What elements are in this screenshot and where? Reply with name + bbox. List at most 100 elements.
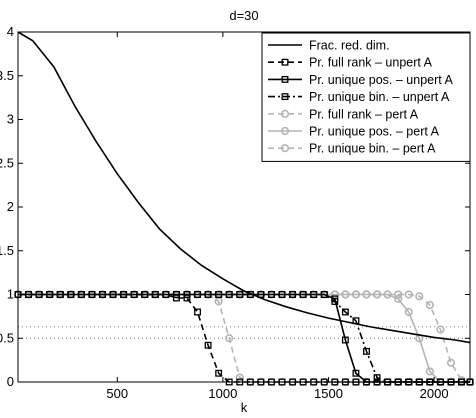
y-tick-label: 2 xyxy=(7,199,14,214)
legend-item: Pr. full rank – unpert A xyxy=(268,56,433,70)
data-point xyxy=(172,291,180,298)
legend-label: Pr. unique pos. – unpert A xyxy=(309,73,454,87)
data-point xyxy=(46,291,54,298)
data-point xyxy=(310,291,318,298)
y-tick-label: 1.5 xyxy=(0,243,14,258)
data-point xyxy=(56,291,64,298)
data-point xyxy=(373,374,381,382)
data-point xyxy=(289,291,297,298)
data-point xyxy=(425,300,434,310)
series-line xyxy=(18,293,470,383)
y-axis: 0 0.5 1 1.5 2 2.5 3 3.5 4 xyxy=(0,24,470,389)
data-point xyxy=(109,291,117,298)
data-point xyxy=(236,291,244,298)
reference-lines xyxy=(18,326,470,339)
legend-marker xyxy=(281,93,289,101)
data-point xyxy=(352,369,360,377)
data-point xyxy=(120,291,128,298)
legend-label: Pr. unique bin. – pert A xyxy=(309,142,436,156)
y-tick-label: 3 xyxy=(7,112,14,127)
data-point xyxy=(225,334,234,343)
legend-marker xyxy=(281,58,289,66)
x-tick-label: 1000 xyxy=(208,386,237,401)
legend-label: Pr. unique pos. – pert A xyxy=(309,125,440,139)
x-tick-label: 1500 xyxy=(314,386,343,401)
data-point xyxy=(225,291,233,298)
y-tick-label: 2.5 xyxy=(0,155,14,170)
data-point xyxy=(362,290,371,299)
data-point xyxy=(99,291,106,298)
data-point xyxy=(436,325,445,334)
legend-item: Pr. unique bin. – unpert A xyxy=(268,90,450,104)
data-point xyxy=(278,291,286,298)
data-point xyxy=(330,290,339,299)
legend-item: Pr. full rank – pert A xyxy=(268,107,419,121)
data-point xyxy=(67,291,75,298)
legend-marker xyxy=(281,75,289,83)
data-point xyxy=(151,291,159,298)
data-point xyxy=(215,291,223,298)
data-point xyxy=(130,291,138,298)
data-point xyxy=(363,347,370,355)
data-point xyxy=(394,294,403,303)
y-tick-label: 1 xyxy=(7,287,14,302)
data-point xyxy=(194,308,201,316)
data-point xyxy=(204,341,212,349)
legend-item: Pr. unique pos. – pert A xyxy=(268,125,440,139)
data-point xyxy=(77,291,85,298)
data-point xyxy=(88,291,96,298)
data-point xyxy=(204,291,212,298)
data-point xyxy=(446,358,456,367)
data-point xyxy=(183,291,191,298)
legend-label: Pr. full rank – pert A xyxy=(309,107,419,121)
legend: Frac. red. dim. Pr. full rank – unpert A P… xyxy=(261,32,471,162)
data-point xyxy=(331,298,339,305)
data-point xyxy=(141,291,149,298)
series-1 xyxy=(17,31,471,344)
legend-item: Pr. unique pos. – unpert A xyxy=(268,73,454,87)
legend-marker xyxy=(280,144,290,153)
data-point xyxy=(341,290,350,299)
y-tick-label: 0.5 xyxy=(0,330,14,345)
legend-box xyxy=(261,32,471,162)
legend-item: Frac. red. dim. xyxy=(268,39,390,53)
legend-item: Pr. unique bin. – pert A xyxy=(268,142,436,156)
data-point xyxy=(341,336,349,344)
data-point xyxy=(235,373,244,382)
y-tick-label: 0 xyxy=(7,374,14,389)
y-tick-label: 4 xyxy=(7,24,14,39)
legend-marker xyxy=(280,126,290,136)
legend-label: Frac. red. dim. xyxy=(309,39,390,53)
data-point xyxy=(299,291,307,298)
x-tick-label: 500 xyxy=(106,386,128,401)
data-point xyxy=(372,290,382,299)
data-point xyxy=(25,291,33,298)
data-point xyxy=(215,369,223,377)
chart-title: d=30 xyxy=(229,8,258,23)
data-point xyxy=(268,291,275,298)
data-point xyxy=(162,291,170,298)
x-tick-label: 2000 xyxy=(420,386,449,401)
data-point xyxy=(404,307,413,317)
series-4 xyxy=(14,291,474,386)
data-point xyxy=(394,290,403,299)
y-tick-label: 3.5 xyxy=(0,68,14,83)
data-point xyxy=(383,290,392,299)
x-axis-label: k xyxy=(241,400,248,415)
series-line xyxy=(17,31,471,344)
legend-label: Pr. full rank – unpert A xyxy=(309,56,433,70)
data-point xyxy=(194,291,201,298)
x-axis: 500 1000 1500 2000 xyxy=(106,32,449,401)
data-point xyxy=(425,367,434,376)
legend-marker xyxy=(280,109,290,118)
data-point xyxy=(246,291,254,298)
data-point xyxy=(257,291,265,298)
data-point xyxy=(352,317,360,325)
data-point xyxy=(35,291,43,298)
data-point xyxy=(404,290,413,299)
series-group xyxy=(13,31,475,387)
data-point xyxy=(351,290,361,299)
legend-label: Pr. unique bin. – unpert A xyxy=(309,90,450,104)
data-point xyxy=(320,291,328,298)
